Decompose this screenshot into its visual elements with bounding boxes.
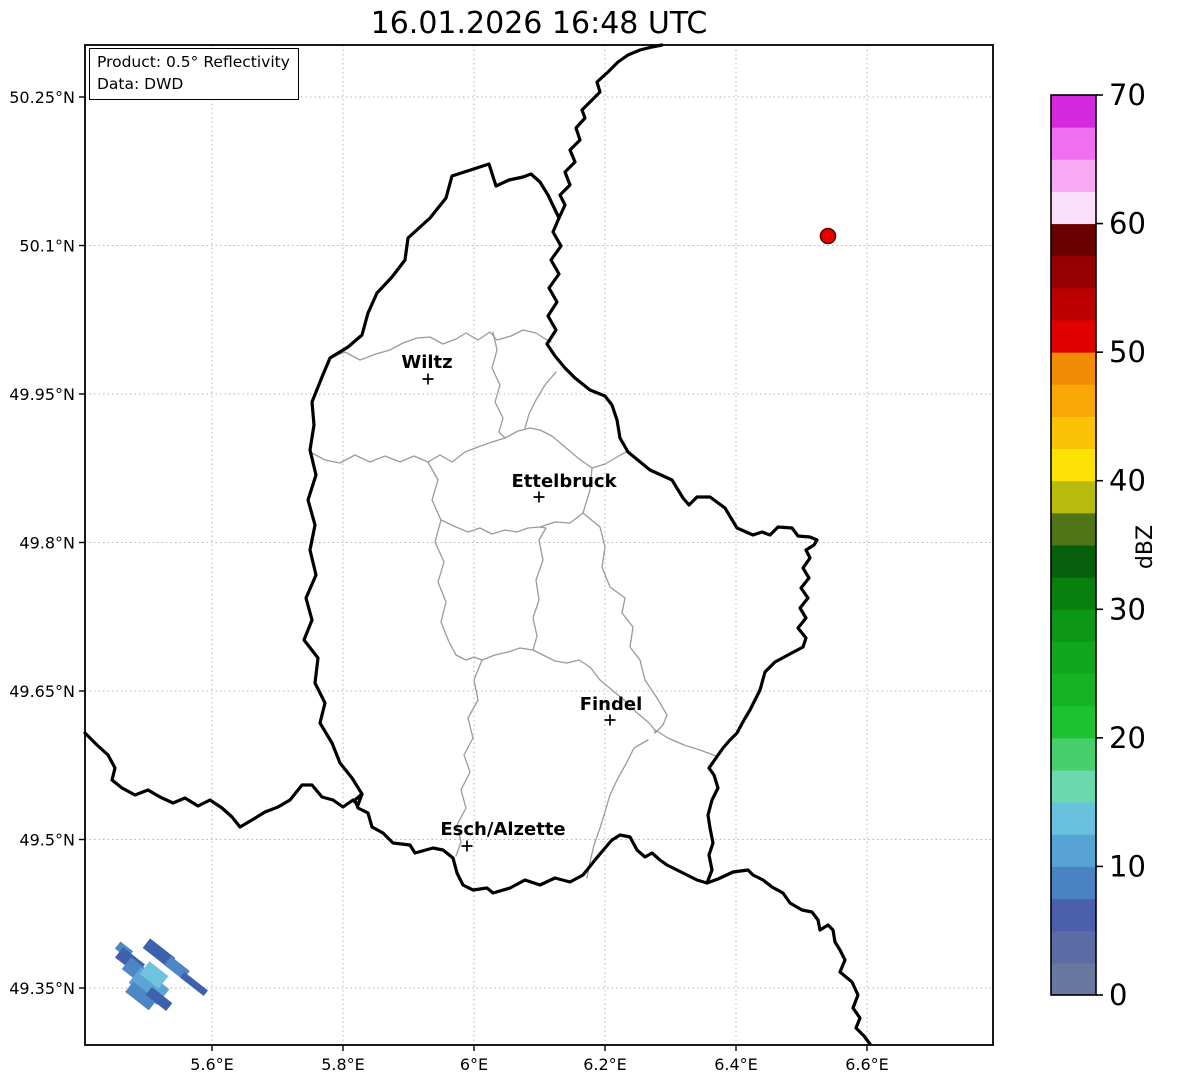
x-tick-label: 6.4°E	[714, 1055, 758, 1074]
country-borders	[83, 43, 872, 1046]
city-label: Esch/Alzette	[440, 819, 565, 840]
colorbar-band	[1051, 930, 1096, 964]
colorbar-band	[1051, 962, 1096, 996]
city-marker	[461, 840, 473, 852]
x-tick-label: 5.6°E	[190, 1055, 234, 1074]
colorbar-band	[1051, 384, 1096, 417]
product-info-box: Product: 0.5° Reflectivity Data: DWD	[89, 48, 299, 101]
colorbar-tick-label: 50	[1109, 335, 1146, 369]
gridlines	[85, 45, 993, 1045]
city-marker	[604, 714, 616, 726]
colorbar-band	[1051, 223, 1096, 257]
echo-cell	[139, 961, 169, 989]
y-tick-label: 49.35°N	[9, 979, 75, 998]
city-marker	[422, 373, 434, 385]
colorbar-tick-label: 70	[1109, 78, 1146, 112]
x-tick-label: 6.2°E	[583, 1055, 627, 1074]
colorbar-band	[1051, 191, 1096, 225]
colorbar-band	[1051, 673, 1096, 707]
colorbar-frame	[1050, 94, 1097, 996]
border-france-germany	[705, 868, 872, 1046]
colorbar-band	[1051, 898, 1096, 932]
colorbar-band	[1051, 802, 1096, 835]
x-tick-label: 6°E	[460, 1055, 488, 1074]
colorbar-band	[1051, 609, 1096, 642]
city-annotations: Wiltz Ettelbruck Findel Esch/Alzette	[401, 352, 642, 852]
city-label: Wiltz	[401, 352, 452, 373]
axis-tick-labels: 5.6°E 5.8°E 6°E 6.2°E 6.4°E 6.6°E 50.25°N 50.1°…	[9, 88, 889, 1074]
colorbar-band	[1051, 320, 1096, 353]
border-luxembourg	[302, 162, 819, 895]
colorbar-ticks: 0 10 20 30 40 50 60 70	[1096, 78, 1146, 1012]
radar-echoes	[114, 938, 208, 1011]
border-belgium-france	[83, 731, 364, 829]
colorbar-axis-label: dBZ	[1133, 525, 1158, 569]
axis-ticks	[79, 96, 868, 1051]
colorbar-bands	[1051, 95, 1096, 996]
city-label: Findel	[580, 694, 643, 715]
colorbar-tick-label: 10	[1109, 849, 1146, 883]
colorbar-tick-label: 60	[1109, 207, 1146, 241]
colorbar-band	[1051, 127, 1096, 160]
y-tick-label: 49.65°N	[9, 682, 75, 701]
y-tick-label: 49.8°N	[19, 534, 75, 553]
echo-cell	[145, 987, 173, 1011]
colorbar-band	[1051, 545, 1096, 578]
city-marker	[533, 491, 545, 503]
colorbar-band	[1051, 159, 1096, 192]
colorbar-band	[1051, 480, 1096, 514]
colorbar-band	[1051, 834, 1096, 867]
figure-title: 16.01.2026 16:48 UTC	[370, 6, 708, 41]
colorbar-band	[1051, 448, 1096, 482]
colorbar-band	[1051, 866, 1096, 900]
colorbar-band	[1051, 737, 1096, 771]
echo-cell	[142, 938, 176, 968]
colorbar-band	[1051, 770, 1096, 803]
colorbar-tick-label: 20	[1109, 721, 1146, 755]
data-source-line: Data: DWD	[97, 74, 184, 93]
city-label: Ettelbruck	[511, 471, 617, 492]
x-tick-label: 6.6°E	[845, 1055, 889, 1074]
y-tick-label: 50.25°N	[9, 88, 75, 107]
colorbar-band	[1051, 255, 1096, 289]
echo-cell	[180, 972, 208, 996]
colorbar-band	[1051, 705, 1096, 739]
y-tick-label: 49.95°N	[9, 385, 75, 404]
colorbar-tick-label: 0	[1109, 978, 1127, 1012]
map-frame	[84, 44, 994, 1046]
canton-borders	[309, 329, 717, 879]
colorbar-band	[1051, 512, 1096, 546]
colorbar-band	[1051, 577, 1096, 610]
echo-cell	[125, 981, 157, 1011]
y-tick-label: 49.5°N	[19, 831, 75, 850]
colorbar-band	[1051, 641, 1096, 675]
radar-site-dot	[819, 227, 837, 245]
colorbar-band	[1051, 95, 1096, 128]
product-line: Product: 0.5° Reflectivity	[97, 53, 290, 71]
colorbar-band	[1051, 416, 1096, 450]
colorbar-tick-label: 40	[1109, 464, 1146, 498]
colorbar-band	[1051, 352, 1096, 385]
colorbar-band	[1051, 287, 1096, 321]
y-tick-label: 50.1°N	[19, 237, 75, 256]
x-tick-label: 5.8°E	[321, 1055, 365, 1074]
colorbar-tick-label: 30	[1109, 592, 1146, 626]
border-belgium-germany	[557, 43, 664, 220]
